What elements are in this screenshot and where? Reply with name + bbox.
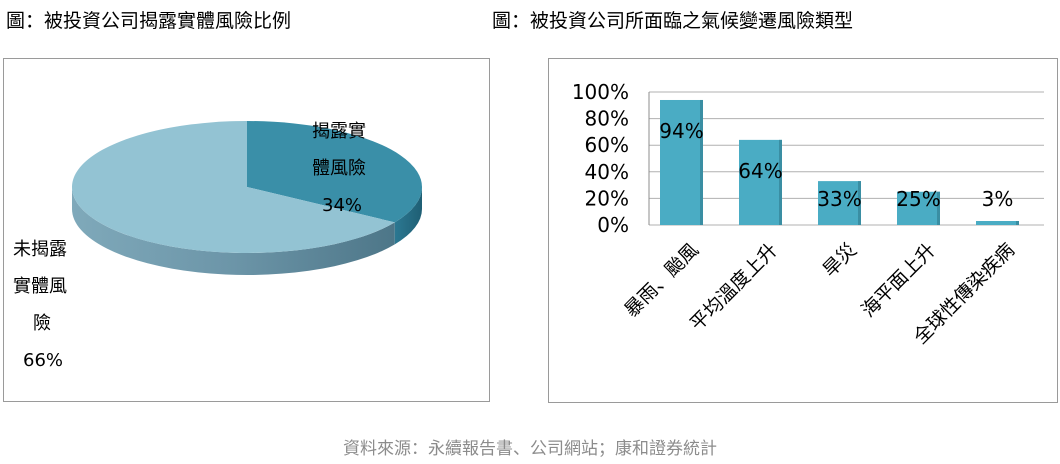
x-category-label: 暴雨、颱風 (620, 239, 703, 322)
y-tick-label: 20% (585, 186, 629, 210)
bar-shade-0 (700, 99, 703, 225)
bar-0 (660, 99, 703, 225)
bar-chart: 0%20%40%60%80%100%94%暴雨、颱風64%平均溫度上升33%旱災… (572, 80, 1044, 349)
bar-value-label: 33% (817, 187, 861, 211)
pie-side-disclosed (394, 187, 422, 245)
pie-label-undisclosed: 未揭露 實體風 險 66% (13, 231, 67, 379)
y-tick-label: 40% (585, 160, 629, 184)
bar-chart-panel: 0% 20% 40% 60% 80% 100% 94% 暴雨、颱風 64% 平均溫度上升 33% 旱災… (548, 58, 1058, 403)
pie-label-undisclosed-line-2: 實體風 (13, 276, 67, 297)
pie-chart (71, 121, 422, 275)
y-tick-label: 80% (585, 107, 629, 131)
bar-2 (818, 181, 861, 225)
bar-shade-4 (1016, 221, 1019, 225)
x-category-label: 旱災 (819, 239, 861, 281)
pie-side-undisclosed (71, 187, 395, 275)
pie-chart-title: 圖：被投資公司揭露實體風險比例 (6, 10, 292, 32)
bar-shade-2 (858, 181, 861, 225)
bar-1 (739, 139, 782, 225)
pie-label-disclosed-value: 34% (322, 195, 363, 216)
bar-4 (976, 221, 1019, 225)
pie-slice-disclosed (247, 121, 422, 223)
pie-label-undisclosed-line-3: 險 (33, 313, 51, 334)
bar-value-label: 64% (738, 159, 782, 183)
x-category-label: 海平面上升 (857, 239, 940, 322)
bar-shade-1 (779, 139, 782, 225)
pie-label-disclosed: 揭露實 體風險 34% (312, 113, 366, 224)
bar-value-label: 25% (896, 187, 940, 211)
pie-chart-panel: 揭露實 體風險 34% 未揭露 實體風 險 66% (3, 58, 490, 402)
bar-value-label: 3% (982, 187, 1014, 211)
bar-shade-3 (937, 191, 940, 225)
bar-chart-title: 圖：被投資公司所面臨之氣候變遷風險類型 (492, 10, 854, 32)
y-tick-label: 0% (597, 213, 629, 237)
y-tick-label: 100% (572, 80, 629, 104)
pie-label-undisclosed-value: 66% (23, 350, 64, 371)
pie-label-disclosed-line-1: 揭露實 (312, 121, 366, 142)
bar-3 (897, 191, 940, 225)
pie-label-disclosed-line-2: 體風險 (312, 158, 366, 179)
bar-value-label: 94% (659, 119, 703, 143)
pie-label-undisclosed-line-1: 未揭露 (13, 239, 67, 260)
y-tick-label: 60% (585, 133, 629, 157)
pie-slice-undisclosed (72, 121, 395, 254)
source-note: 資料來源：永續報告書、公司網站；康和證券統計 (343, 439, 717, 459)
